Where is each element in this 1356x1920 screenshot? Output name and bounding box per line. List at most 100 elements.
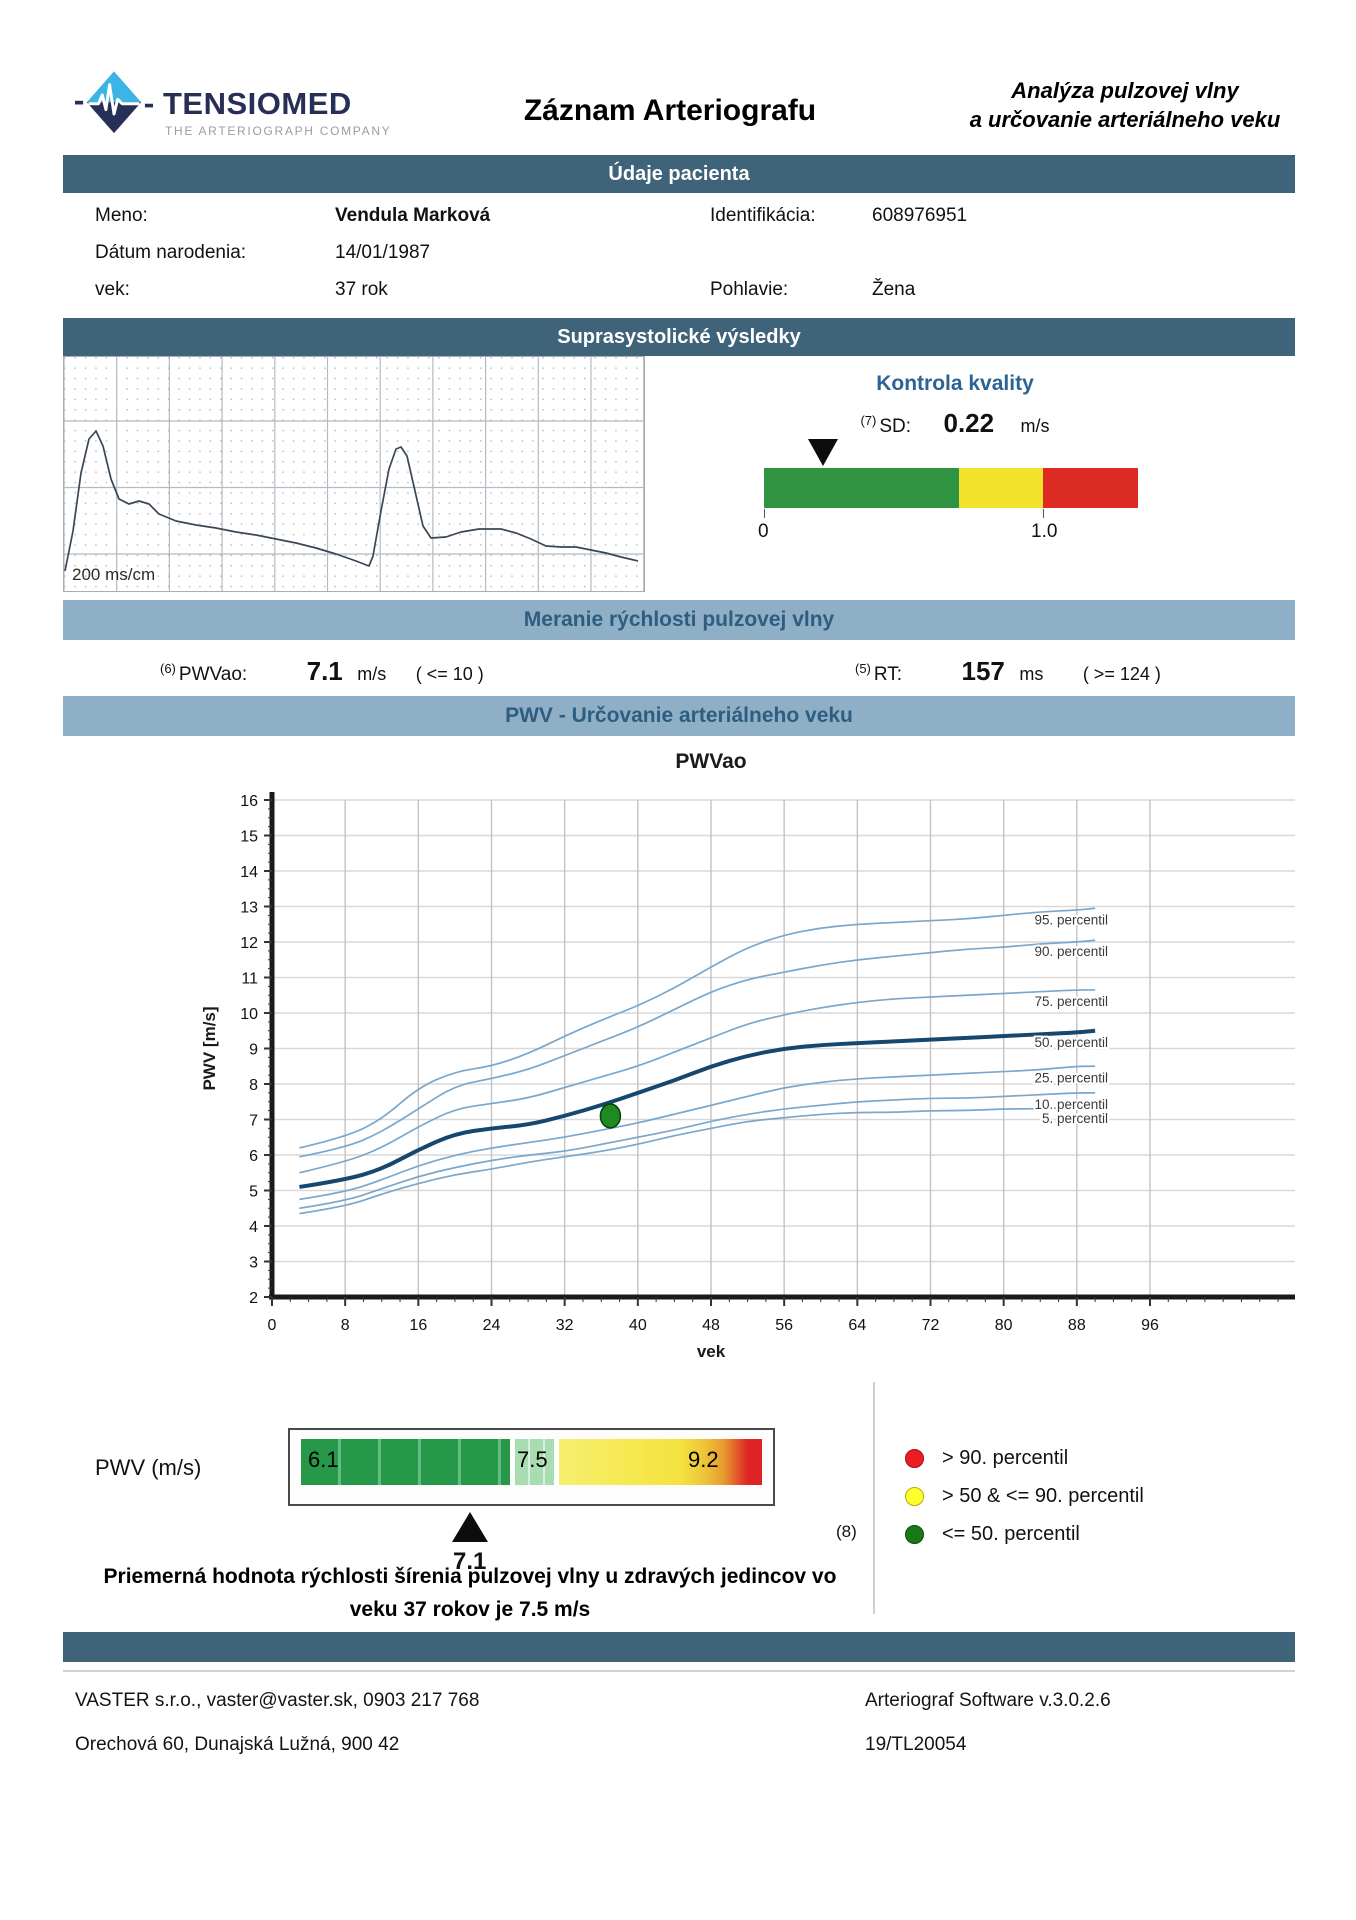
pwv-percentile-chart: 2 3 4 5 6 7 8 9 10 11 12 13 14 15 16 0 8 16 24 32 40 48 56 64 72… (63, 740, 1331, 1361)
legend-divider (873, 1382, 875, 1614)
percentile-legend: > 90. percentil > 50 & <= 90. percentil … (905, 1447, 1144, 1546)
sd-ref: (7) (860, 413, 877, 428)
svg-text:5: 5 (249, 1184, 258, 1201)
svg-text:32: 32 (556, 1317, 574, 1334)
legend-label-green: <= 50. percentil (942, 1523, 1080, 1545)
patient-dob-label: Dátum narodenia: (95, 242, 247, 263)
svg-text:8: 8 (249, 1077, 258, 1094)
svg-text:5. percentil: 5. percentil (1042, 1111, 1108, 1126)
subtitle-line-2: a určovanie arteriálneho veku (969, 107, 1281, 132)
patient-dob-value: 14/01/1987 (335, 242, 431, 263)
rt-unit: ms (1019, 664, 1044, 684)
svg-text:4: 4 (249, 1219, 258, 1236)
svg-text:75. percentil: 75. percentil (1034, 994, 1108, 1009)
svg-text:90. percentil: 90. percentil (1034, 944, 1108, 959)
pwv-marker-value: 7.1 (453, 1548, 487, 1575)
waveform-scale-label: 200 ms/cm (72, 565, 156, 584)
quality-marker-icon (808, 439, 839, 466)
pwvao-range: ( <= 10 ) (415, 664, 484, 684)
svg-text:80: 80 (995, 1317, 1013, 1334)
patient-age-label: vek: (95, 279, 130, 300)
quality-segment (958, 468, 1043, 508)
footer-bar (63, 1632, 1295, 1662)
svg-text:14: 14 (240, 864, 258, 881)
patient-id-value: 608976951 (872, 205, 968, 226)
pulse-waveform-panel: 200 ms/cm (63, 356, 645, 592)
sd-value: 0.22 (943, 408, 995, 438)
pwv-marker-icon (451, 1512, 488, 1542)
svg-text:13: 13 (240, 900, 258, 917)
svg-text:10: 10 (240, 1006, 258, 1023)
svg-text:48: 48 (702, 1317, 720, 1334)
svg-text:9: 9 (249, 1042, 258, 1059)
legend-label-red: > 90. percentil (942, 1447, 1069, 1469)
pwvao-ref: (6) (160, 661, 176, 676)
rt-range: ( >= 124 ) (1082, 664, 1161, 684)
patient-name-label: Meno: (95, 205, 148, 226)
brand-tagline: THE ARTERIOGRAPH COMPANY (165, 124, 392, 138)
svg-text:72: 72 (922, 1317, 940, 1334)
footer-company-line-1: VASTER s.r.o., vaster@vaster.sk, 0903 21… (75, 1690, 480, 1711)
footer-divider (63, 1670, 1295, 1672)
pulse-waveform-chart (63, 357, 645, 591)
svg-text:64: 64 (848, 1317, 866, 1334)
scale-green-value: 6.1 (308, 1447, 339, 1472)
svg-text:10. percentil: 10. percentil (1034, 1097, 1108, 1112)
tensiomed-logo-icon (75, 60, 153, 146)
sd-row: (7) SD: 0.22 m/s (790, 408, 1120, 439)
svg-text:vek: vek (697, 1342, 726, 1360)
quality-segment (1042, 468, 1138, 508)
scale-mid-value: 7.5 (517, 1447, 548, 1472)
scale-hot-segment (559, 1439, 762, 1485)
svg-text:8: 8 (341, 1317, 350, 1334)
pwv-scale-label: PWV (m/s) (95, 1455, 202, 1480)
green-circle-icon (905, 1525, 924, 1544)
quality-control-title: Kontrola kvality (876, 372, 1034, 395)
legend-label-yellow: > 50 & <= 90. percentil (942, 1485, 1144, 1507)
patient-name-value: Vendula Marková (335, 205, 491, 226)
legend-item-yellow: > 50 & <= 90. percentil (905, 1485, 1144, 1508)
summary-line-2: veku 37 rokov je 7.5 m/s (349, 1598, 591, 1621)
svg-text:PWVao: PWVao (675, 750, 746, 773)
svg-text:0: 0 (268, 1317, 277, 1334)
patient-sex-label: Pohlavie: (710, 279, 789, 300)
quality-axis-tick-max (1043, 509, 1044, 518)
scale-high-value: 9.2 (688, 1447, 719, 1472)
patient-sex-value: Žena (872, 279, 916, 300)
rt-label: RT: (873, 664, 903, 685)
svg-text:2: 2 (249, 1290, 258, 1307)
svg-text:25. percentil: 25. percentil (1034, 1070, 1108, 1085)
scale-green-segment (301, 1439, 511, 1485)
svg-text:16: 16 (409, 1317, 427, 1334)
section-header-pwv-measure: Meranie rýchlosti pulzovej vlny (63, 600, 1295, 640)
pwvao-row: (6) PWVao: 7.1 m/s ( <= 10 ) (160, 656, 484, 687)
svg-text:7: 7 (249, 1113, 258, 1130)
brand-name: TENSIOMED (163, 86, 352, 121)
quality-axis-max: 1.0 (1031, 521, 1058, 542)
quality-color-bar (764, 468, 1138, 508)
subtitle-line-1: Analýza pulzovej vlny (1011, 78, 1239, 103)
yellow-circle-icon (905, 1487, 924, 1506)
svg-text:88: 88 (1068, 1317, 1086, 1334)
quality-segment (764, 468, 959, 508)
svg-text:50. percentil: 50. percentil (1034, 1035, 1108, 1050)
page-subtitle: Analýza pulzovej vlny a určovanie arteri… (920, 76, 1330, 134)
patient-age-value: 37 rok (335, 279, 388, 300)
svg-text:40: 40 (629, 1317, 647, 1334)
pwvao-value: 7.1 (306, 656, 343, 686)
section-header-patient: Údaje pacienta (63, 155, 1295, 193)
svg-text:56: 56 (775, 1317, 793, 1334)
svg-text:11: 11 (241, 971, 258, 988)
section-header-suprasystolic: Suprasystolické výsledky (63, 318, 1295, 356)
scale-ref: (8) (836, 1522, 857, 1541)
pwv-scale-box: 6.1 7.5 9.2 (288, 1428, 775, 1506)
summary-line-1: Priemerná hodnota rýchlosti šírenia pulz… (103, 1565, 837, 1588)
rt-ref: (5) (855, 661, 871, 676)
pwv-scale-bar (301, 1439, 762, 1485)
red-circle-icon (905, 1449, 924, 1468)
svg-text:95. percentil: 95. percentil (1034, 912, 1108, 927)
patient-id-label: Identifikácia: (710, 205, 816, 226)
pwvao-unit: m/s (357, 664, 387, 684)
svg-text:96: 96 (1141, 1317, 1159, 1334)
